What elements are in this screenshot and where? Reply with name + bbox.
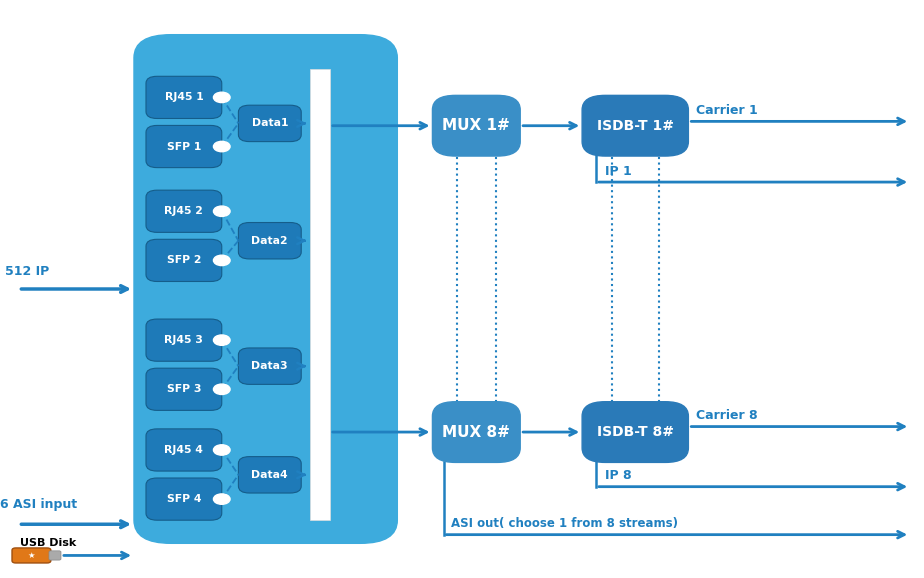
Text: 512 IP: 512 IP <box>5 265 49 277</box>
FancyBboxPatch shape <box>238 348 301 384</box>
Circle shape <box>213 141 230 152</box>
Text: ASI out( choose 1 from 8 streams): ASI out( choose 1 from 8 streams) <box>451 517 678 530</box>
FancyBboxPatch shape <box>146 319 222 361</box>
Text: 6 ASI input: 6 ASI input <box>0 498 77 511</box>
FancyBboxPatch shape <box>238 457 301 493</box>
FancyBboxPatch shape <box>238 223 301 259</box>
Circle shape <box>213 255 230 266</box>
FancyBboxPatch shape <box>582 95 688 156</box>
Text: RJ45 1: RJ45 1 <box>164 92 203 102</box>
Text: SFP 3: SFP 3 <box>166 384 201 394</box>
FancyBboxPatch shape <box>146 368 222 410</box>
FancyBboxPatch shape <box>146 239 222 281</box>
Circle shape <box>213 92 230 103</box>
Text: MUX 8#: MUX 8# <box>443 425 510 439</box>
Text: Data2: Data2 <box>251 236 288 246</box>
Text: SFP 4: SFP 4 <box>166 494 201 504</box>
Text: IP 1: IP 1 <box>605 165 632 177</box>
Text: Data3: Data3 <box>251 361 288 371</box>
Text: USB Disk: USB Disk <box>20 538 77 548</box>
FancyBboxPatch shape <box>146 429 222 471</box>
FancyBboxPatch shape <box>12 548 51 563</box>
Text: ISDB-T 8#: ISDB-T 8# <box>597 425 674 439</box>
Text: RJ45 3: RJ45 3 <box>164 335 203 345</box>
Text: MUX 1#: MUX 1# <box>443 118 510 133</box>
Text: SFP 2: SFP 2 <box>166 255 201 265</box>
Text: ISDB-T 1#: ISDB-T 1# <box>597 118 674 133</box>
FancyBboxPatch shape <box>146 190 222 232</box>
Text: Data1: Data1 <box>251 118 288 128</box>
Text: Carrier 8: Carrier 8 <box>696 409 758 422</box>
Bar <box>310 69 330 520</box>
FancyBboxPatch shape <box>146 76 222 118</box>
Text: RJ45 2: RJ45 2 <box>164 206 203 216</box>
FancyBboxPatch shape <box>432 402 520 462</box>
Text: Carrier 1: Carrier 1 <box>696 104 758 117</box>
Circle shape <box>213 384 230 394</box>
Circle shape <box>213 335 230 346</box>
Circle shape <box>213 206 230 217</box>
Circle shape <box>213 445 230 455</box>
FancyBboxPatch shape <box>146 125 222 168</box>
Text: Data4: Data4 <box>251 470 288 480</box>
Text: ★: ★ <box>28 551 35 560</box>
FancyBboxPatch shape <box>238 105 301 142</box>
Text: SFP 1: SFP 1 <box>166 142 201 151</box>
FancyBboxPatch shape <box>432 95 520 156</box>
Text: RJ45 4: RJ45 4 <box>164 445 203 455</box>
FancyBboxPatch shape <box>582 402 688 462</box>
FancyBboxPatch shape <box>146 478 222 520</box>
FancyBboxPatch shape <box>49 551 61 560</box>
Circle shape <box>213 494 230 504</box>
Text: IP 8: IP 8 <box>605 469 632 482</box>
FancyBboxPatch shape <box>134 35 397 543</box>
